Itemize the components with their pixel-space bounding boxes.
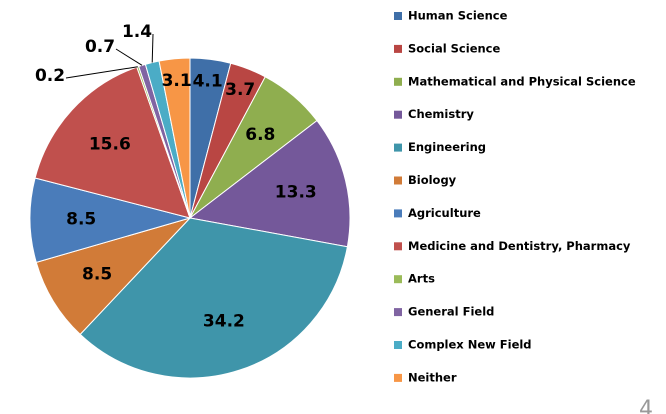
leader-line (65, 66, 138, 79)
data-label: 0.7 (85, 37, 115, 57)
data-label: 6.8 (245, 125, 275, 145)
legend-label: Human Science (408, 9, 508, 23)
data-label: 34.2 (203, 311, 245, 331)
pie-slice (29, 177, 192, 263)
legend-label: Neither (408, 370, 457, 384)
pie-slice (79, 217, 348, 379)
legend-label: Complex New Field (408, 338, 532, 352)
data-label: 13.3 (275, 182, 317, 202)
legend-swatch (394, 308, 402, 317)
legend-swatch (394, 44, 402, 53)
data-label: 3.7 (225, 80, 255, 100)
page-number: 4 (639, 397, 653, 414)
data-label: 1.4 (122, 22, 152, 42)
legend-swatch (394, 341, 402, 349)
legend-swatch (394, 373, 402, 382)
data-label: 15.6 (89, 134, 131, 154)
legend-label: Mathematical and Physical Science (408, 74, 636, 88)
legend-swatch (394, 143, 402, 152)
legend-label: Social Science (408, 41, 500, 55)
data-label: 4.1 (193, 72, 223, 92)
legend-swatch (394, 275, 402, 284)
legend-label: Medicine and Dentistry, Pharmacy (408, 239, 631, 253)
legend-label: Chemistry (408, 107, 474, 121)
legend-swatch (394, 110, 402, 119)
legend-swatch (394, 209, 402, 218)
pie-slice (35, 217, 192, 336)
pie-slice (34, 66, 191, 219)
legend-swatch (394, 12, 402, 20)
data-label: 0.2 (35, 66, 65, 86)
data-label: 8.5 (66, 210, 96, 230)
legend-label: Agriculture (408, 206, 481, 220)
data-label: 3.1 (162, 71, 192, 91)
legend-label: Engineering (408, 140, 486, 154)
leader-line (115, 48, 143, 66)
leader-line (151, 33, 154, 63)
pie-slice (158, 57, 191, 219)
data-label: 8.5 (82, 265, 112, 285)
pie-slice (188, 119, 351, 248)
legend-label: Biology (408, 173, 457, 187)
legend-swatch (394, 242, 402, 251)
legend-swatch (394, 176, 402, 185)
legend-swatch (394, 77, 402, 86)
legend-label: Arts (408, 272, 435, 286)
legend-label: General Field (408, 305, 494, 319)
